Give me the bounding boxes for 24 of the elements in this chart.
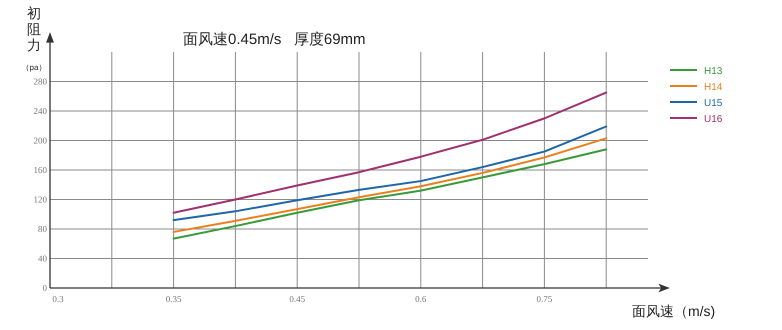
x-axis-title: 面风速（m/s) [632,303,716,319]
legend-label: H13 [704,66,723,77]
legend-label: U15 [704,98,723,109]
y-tick-label: 40 [38,254,48,264]
x-tick-label: 0.75 [536,294,553,304]
legend-label: H14 [704,82,723,93]
x-tick-label: 0.6 [415,294,427,304]
y-tick-label: 200 [34,136,48,146]
legend-label: U16 [704,114,723,125]
y-tick-label: 280 [34,76,48,86]
x-tick-label: 0.35 [166,294,182,304]
y-tick-label: 160 [34,165,48,175]
line-series [172,92,608,214]
chart-title: 面风速0.45m/s 厚度69mm [183,31,366,48]
x-tick-label: 0.3 [52,294,64,304]
y-tick-label: 240 [34,106,48,116]
x-tick-label: 0.45 [289,294,306,304]
y-tick-label: 120 [34,194,48,204]
y-tick-label: 80 [38,224,48,234]
line-series [172,125,608,222]
y-tick-label: 0 [42,283,48,293]
line-series [172,137,608,233]
line-series [172,148,608,240]
y-axis-title: 初阻力（pa） [22,5,46,72]
